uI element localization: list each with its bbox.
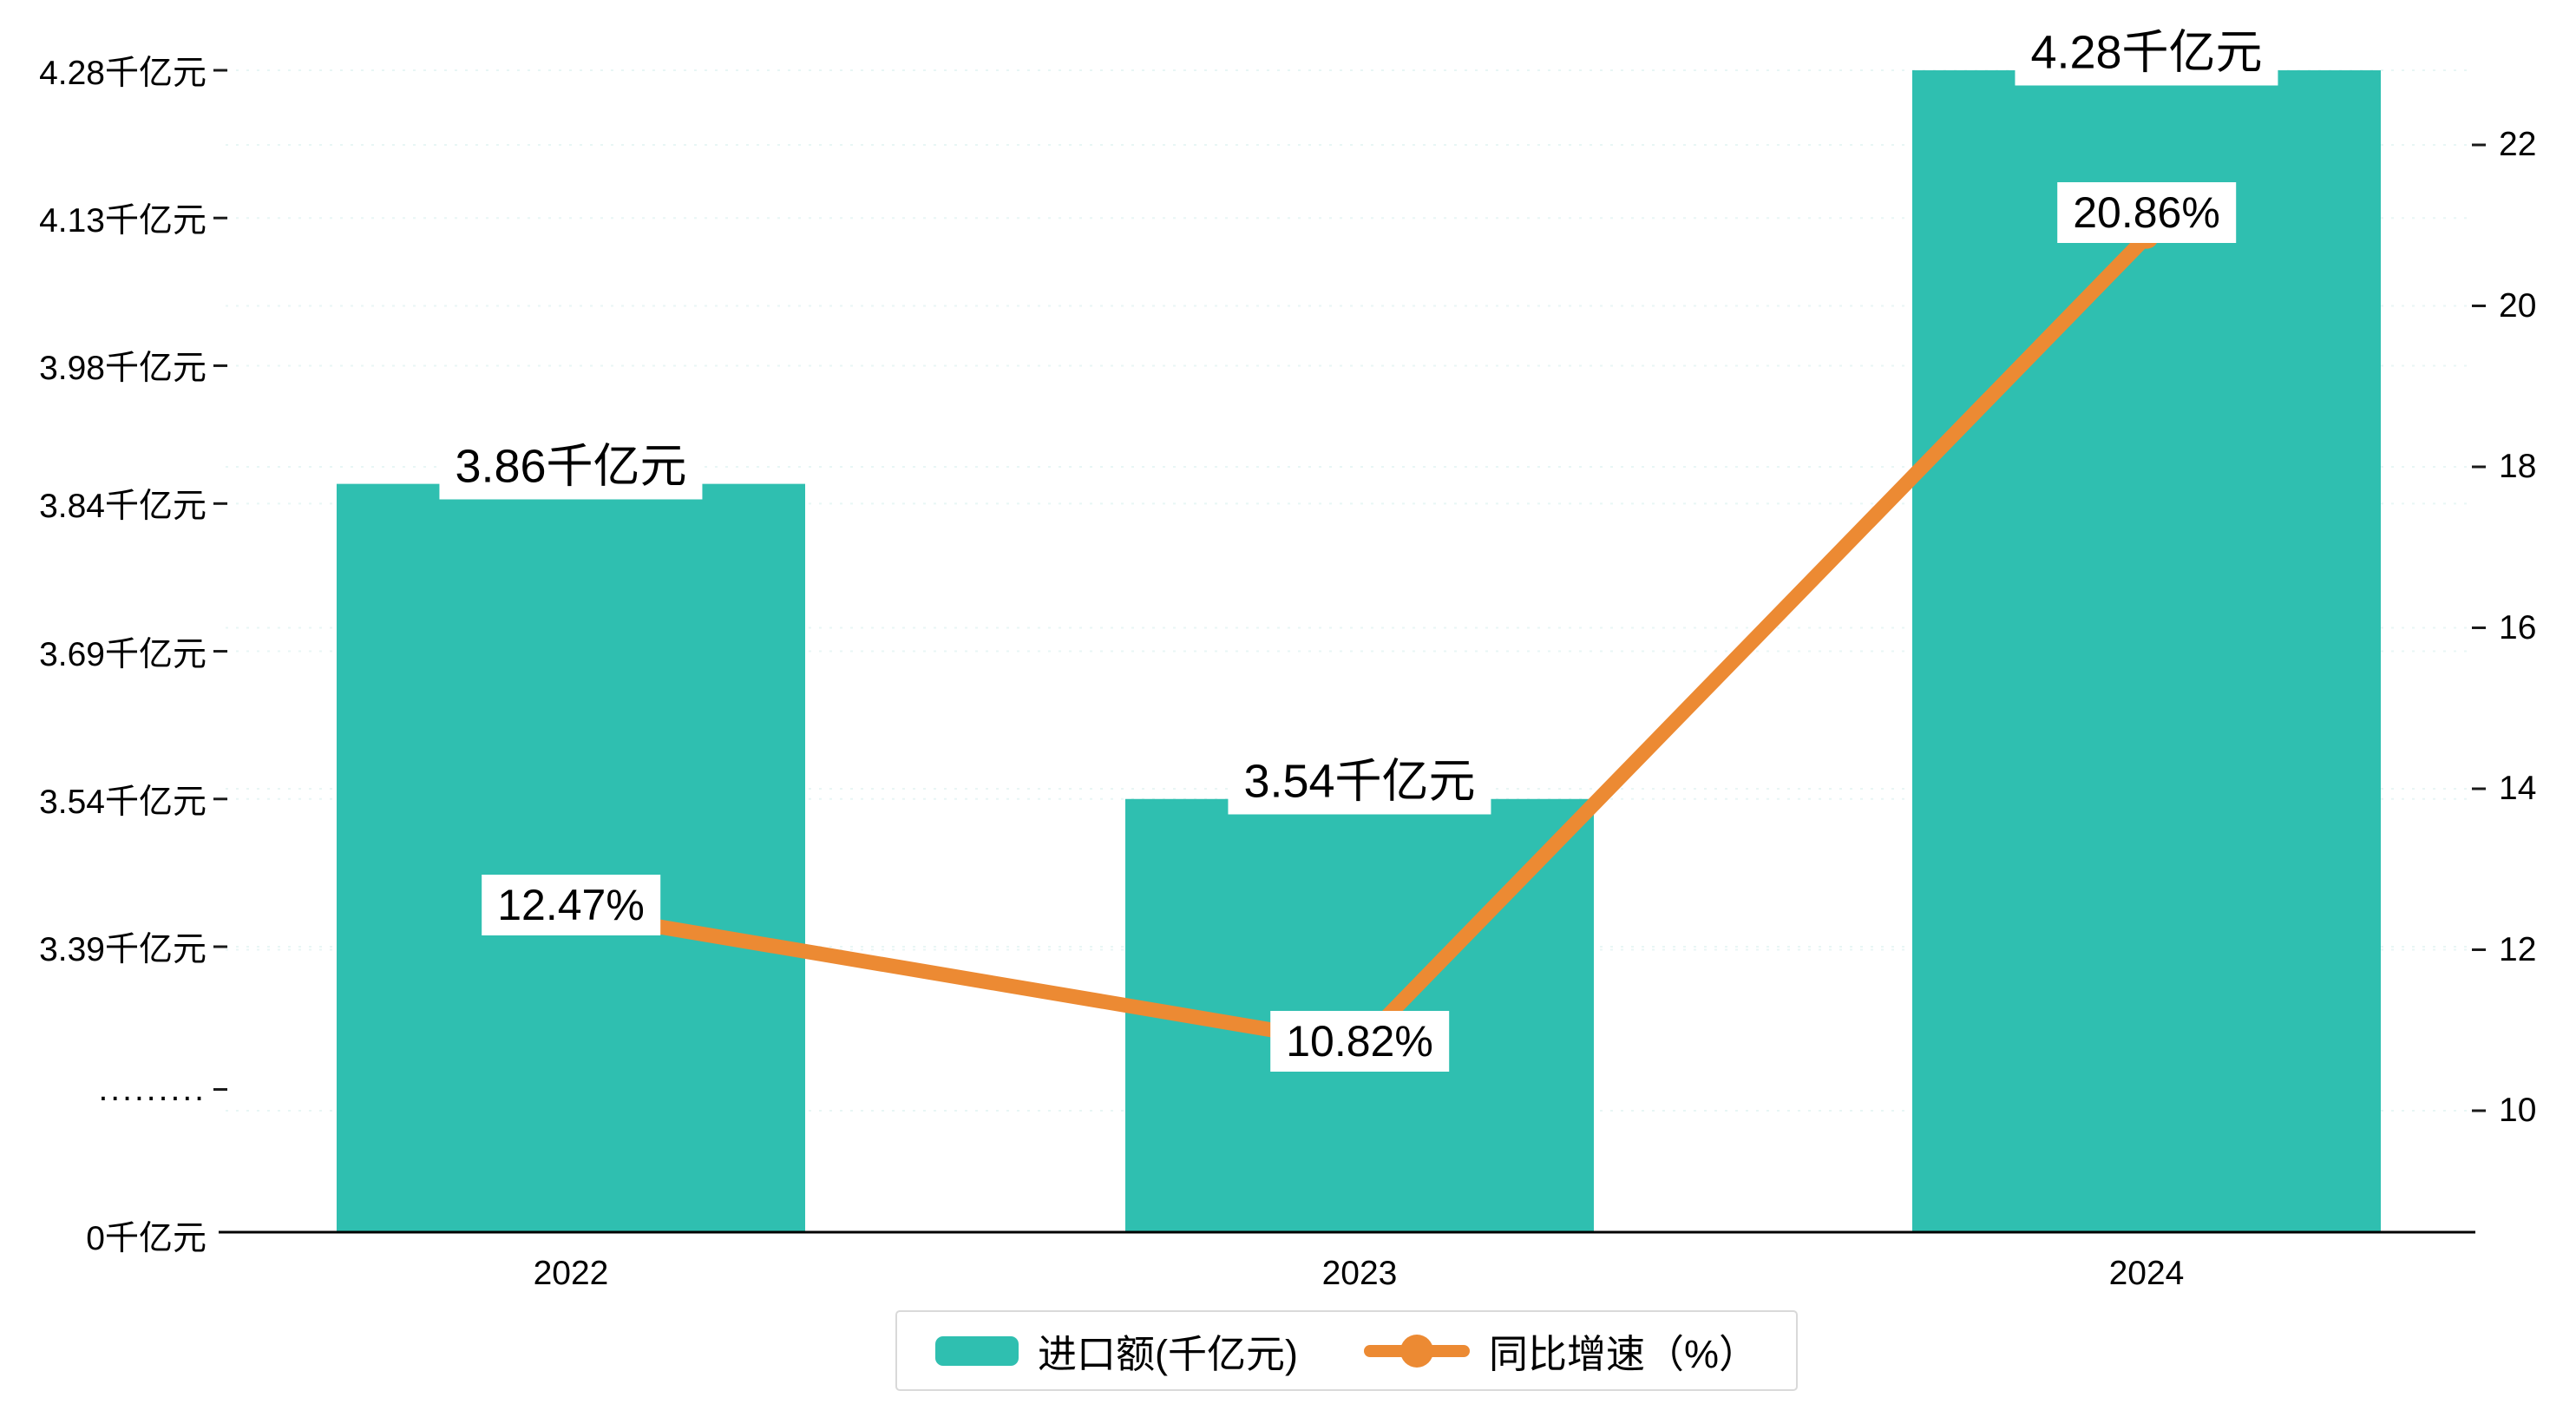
legend-label-imports: 进口额(千亿元) <box>1038 1332 1298 1376</box>
line-legend-marker <box>1363 1334 1470 1368</box>
bar-2022 <box>337 483 805 1232</box>
line-legend-dot-icon <box>1399 1334 1433 1368</box>
growth-point-2024 <box>2134 224 2159 249</box>
legend-item-growth: 同比增速（%） <box>1363 1322 1758 1379</box>
legend-item-imports: 进口额(千亿元) <box>935 1322 1298 1379</box>
bar-legend-swatch <box>935 1335 1019 1366</box>
growth-point-2022 <box>559 899 583 924</box>
legend: 进口额(千亿元) 同比增速（%） <box>895 1310 1798 1391</box>
growth-point-2023 <box>1347 1032 1372 1057</box>
bar-2024 <box>1912 70 2381 1232</box>
legend-label-growth: 同比增速（%） <box>1488 1332 1758 1376</box>
